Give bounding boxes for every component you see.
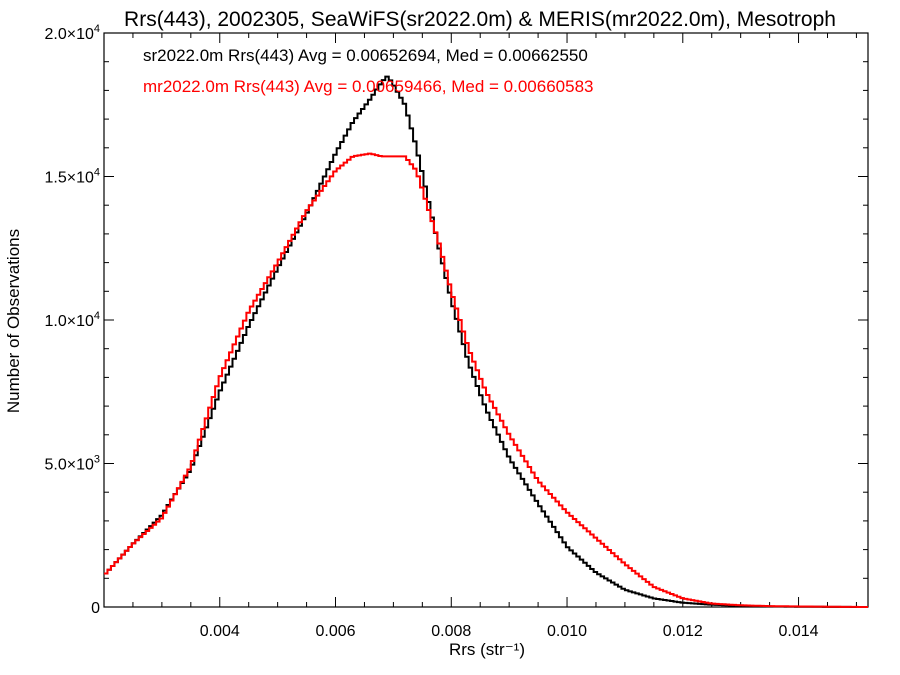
series-line-mr2022 — [104, 152, 868, 608]
x-tick-label: 0.014 — [779, 623, 819, 640]
y-tick-label: 0 — [91, 600, 100, 617]
y-tick-label: 2.0×104 — [44, 23, 100, 43]
y-tick-label: 5.0×103 — [44, 454, 100, 474]
x-tick-label: 0.008 — [431, 623, 471, 640]
series-line-sr2022 — [104, 75, 868, 608]
series-lines — [104, 75, 868, 608]
x-tick-label: 0.010 — [547, 623, 587, 640]
x-tick-label: 0.004 — [200, 623, 240, 640]
y-axis-ticks: 0 5.0×103 1.0×104 1.5×104 2.0×104 — [44, 23, 868, 617]
plot-frame — [103, 32, 869, 608]
x-tick-label: 0.006 — [315, 623, 355, 640]
legend-entry-mr2022: mr2022.0m Rrs(443) Avg = 0.00659466, Med… — [143, 77, 594, 96]
legend-entry-sr2022: sr2022.0m Rrs(443) Avg = 0.00652694, Med… — [143, 46, 588, 65]
y-tick-label: 1.5×104 — [44, 167, 100, 187]
chart-title: Rrs(443), 2002305, SeaWiFS(sr2022.0m) & … — [124, 8, 836, 31]
x-axis-label: Rrs (str⁻¹) — [449, 640, 525, 659]
x-axis-ticks: 0.004 0.006 0.008 0.010 0.012 0.014 — [132, 33, 857, 640]
y-axis-label: Number of Observations — [4, 229, 23, 413]
x-tick-label: 0.012 — [663, 623, 703, 640]
y-tick-label: 1.0×104 — [44, 310, 100, 330]
legend: sr2022.0m Rrs(443) Avg = 0.00652694, Med… — [143, 46, 594, 96]
plot-axes — [103, 32, 869, 608]
